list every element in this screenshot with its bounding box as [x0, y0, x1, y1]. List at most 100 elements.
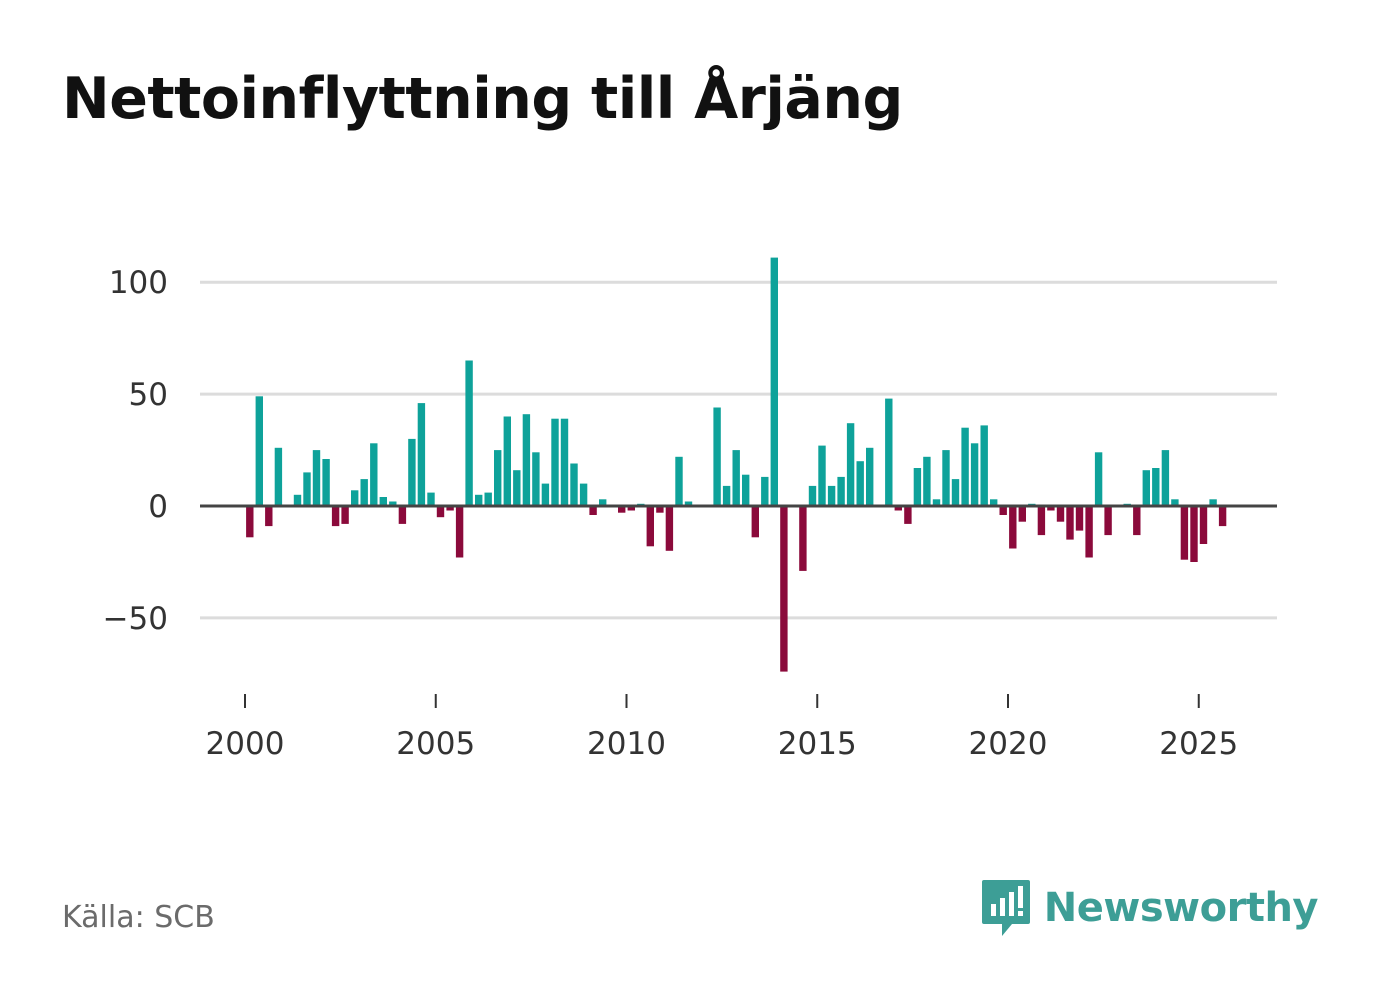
bar — [618, 506, 626, 513]
x-tick-label: 2010 — [587, 726, 666, 762]
bar — [742, 474, 750, 506]
x-tick-label: 2020 — [969, 726, 1048, 762]
y-tick-label: 0 — [148, 489, 168, 525]
bar — [484, 492, 492, 506]
bar — [246, 506, 254, 538]
bar — [684, 501, 693, 506]
bar — [255, 396, 263, 506]
bar — [713, 407, 721, 506]
bar — [1094, 452, 1103, 506]
bar — [1133, 506, 1141, 536]
bar — [1018, 506, 1026, 522]
source-note: Källa: SCB — [62, 900, 215, 935]
bar — [1199, 506, 1208, 544]
bar — [293, 494, 302, 506]
bar — [408, 438, 416, 506]
bar — [751, 506, 759, 538]
bar — [1075, 506, 1084, 531]
bar — [551, 418, 559, 506]
bar — [951, 479, 960, 506]
bar — [1037, 506, 1046, 536]
bar — [265, 506, 273, 527]
bar — [322, 459, 330, 506]
bar — [389, 501, 397, 506]
gridlines — [200, 280, 1277, 620]
x-tick-label: 2000 — [206, 726, 285, 762]
bar — [570, 463, 578, 506]
bar — [465, 360, 473, 506]
bar — [675, 456, 683, 506]
bar — [398, 506, 407, 524]
bars — [246, 257, 1227, 672]
bar — [761, 476, 769, 506]
bar — [351, 490, 359, 506]
bar — [475, 494, 483, 506]
bar — [627, 506, 635, 511]
bar — [827, 485, 836, 506]
bar — [1218, 506, 1227, 527]
bar — [808, 485, 817, 506]
bar — [818, 445, 826, 506]
bar — [417, 403, 426, 506]
x-tick-label: 2025 — [1159, 726, 1238, 762]
bar — [999, 506, 1007, 515]
bar — [656, 506, 664, 513]
bar — [970, 443, 979, 506]
bar — [1104, 506, 1112, 536]
bar — [665, 506, 674, 551]
bar — [274, 447, 283, 506]
bar — [1152, 468, 1160, 506]
bar — [579, 483, 588, 506]
bar — [331, 506, 340, 527]
x-tick-label: 2005 — [396, 726, 475, 762]
y-tick-label: 100 — [109, 265, 168, 301]
bar — [923, 456, 931, 506]
bar — [770, 257, 778, 506]
bar — [856, 461, 864, 506]
bar — [455, 506, 464, 558]
bar — [885, 398, 893, 506]
bar — [446, 506, 454, 511]
bar — [494, 450, 502, 506]
bar — [722, 485, 731, 506]
bar — [370, 443, 378, 506]
bar — [894, 506, 902, 511]
bar — [303, 472, 311, 506]
bar — [532, 452, 540, 506]
bar — [541, 483, 550, 506]
bar — [837, 476, 845, 506]
brand-logo[interactable]: Newsworthy — [980, 878, 1319, 938]
bar — [312, 450, 321, 506]
bar — [379, 497, 387, 506]
bar — [1209, 499, 1217, 506]
bar — [990, 499, 998, 506]
bar — [1056, 506, 1065, 522]
bar — [599, 499, 607, 506]
bar — [980, 425, 988, 506]
bar — [932, 499, 941, 506]
bar — [1066, 506, 1074, 540]
y-axis-ticks: −50 0 50 100 — [103, 265, 168, 637]
bar — [846, 423, 855, 506]
bar — [513, 470, 521, 506]
bar — [522, 414, 531, 506]
bar — [646, 506, 654, 547]
bar — [341, 506, 349, 524]
bar — [1009, 506, 1017, 549]
bar — [799, 506, 807, 571]
bar — [1085, 506, 1093, 558]
bar — [589, 506, 597, 515]
x-axis-ticks: 2000 2005 2010 2015 2020 2025 — [206, 694, 1238, 762]
bar — [503, 416, 511, 506]
bar — [866, 447, 874, 506]
chart-title: Nettoinflyttning till Årjäng — [62, 66, 903, 132]
bar — [1161, 450, 1170, 506]
bar — [560, 418, 569, 506]
bar — [732, 450, 740, 506]
x-tick-label: 2015 — [778, 726, 857, 762]
newsworthy-logo-icon — [981, 880, 1030, 936]
bar — [427, 492, 435, 506]
bar — [1190, 506, 1198, 562]
bar — [942, 450, 950, 506]
